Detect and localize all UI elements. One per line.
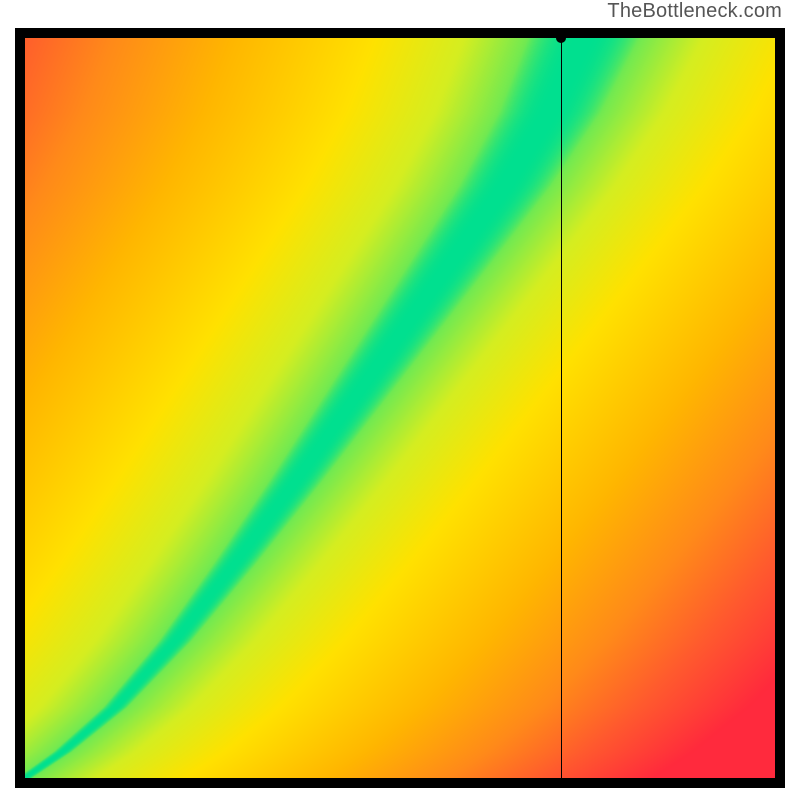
watermark-text: TheBottleneck.com	[607, 0, 782, 23]
vertical-reference-line	[561, 38, 562, 778]
plot-area	[15, 28, 785, 788]
reference-marker-dot	[556, 33, 566, 43]
heatmap-canvas	[25, 38, 775, 778]
